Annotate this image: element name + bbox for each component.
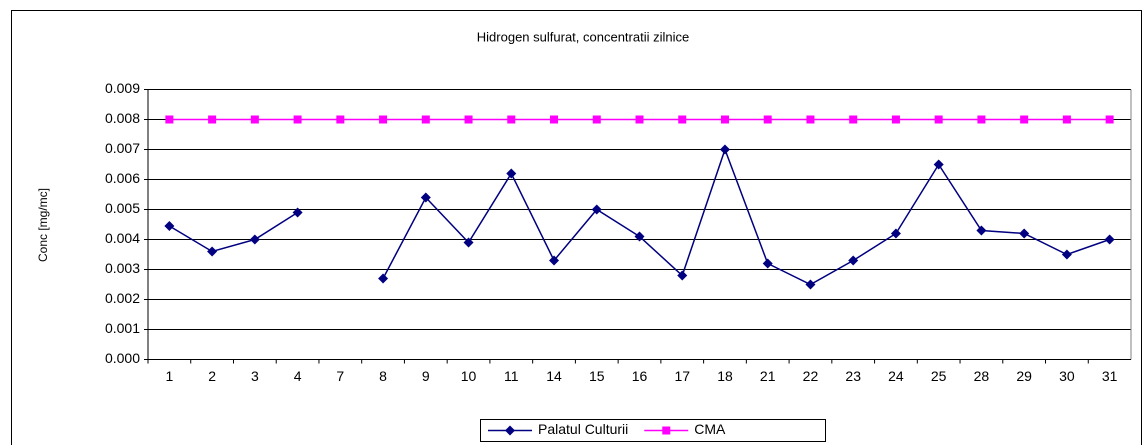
x-tick-label: 16 — [632, 368, 648, 384]
chart-frame — [11, 10, 1142, 445]
data-point — [849, 115, 858, 124]
data-point — [1105, 115, 1114, 124]
legend-marker — [505, 425, 515, 436]
data-point — [1104, 234, 1115, 245]
x-tick-label: 11 — [504, 368, 519, 384]
x-tick-label: 8 — [379, 368, 387, 384]
y-tick-label: 0.008 — [105, 110, 140, 126]
x-tick-label: 22 — [803, 368, 819, 384]
y-tick-label: 0.001 — [105, 320, 140, 336]
data-point — [719, 144, 730, 155]
data-point — [208, 115, 217, 124]
series-line — [168, 211, 298, 253]
x-tick-label: 24 — [888, 368, 904, 384]
data-point — [634, 231, 645, 242]
x-tick-label: 29 — [1016, 368, 1032, 384]
x-tick-label: 9 — [422, 368, 430, 384]
x-tick-label: 23 — [845, 368, 861, 384]
data-point — [591, 204, 602, 215]
data-point — [1020, 115, 1029, 124]
data-point — [420, 192, 431, 203]
data-point — [336, 115, 345, 124]
data-point — [890, 228, 901, 239]
data-point — [165, 115, 174, 124]
x-tick-label: 18 — [717, 368, 733, 384]
data-point — [550, 115, 559, 124]
data-point — [292, 207, 303, 218]
data-point — [507, 115, 516, 124]
data-point — [934, 115, 943, 124]
x-tick-label: 3 — [251, 368, 259, 384]
series-line — [382, 147, 1110, 286]
y-tick-label: 0.007 — [105, 140, 140, 156]
data-point — [379, 115, 388, 124]
x-tick-label: 1 — [165, 368, 173, 384]
data-point — [506, 168, 517, 179]
y-tick-label: 0.000 — [105, 350, 140, 366]
x-tick-label: 31 — [1102, 368, 1118, 384]
y-tick-label: 0.003 — [105, 260, 140, 276]
x-tick-label: 25 — [931, 368, 947, 384]
data-point — [977, 115, 986, 124]
chart-title: Hidrogen sulfurat, concentratii zilnice — [477, 29, 689, 44]
data-point — [1019, 228, 1030, 239]
x-tick-label: 10 — [461, 368, 477, 384]
x-tick-label: 7 — [336, 368, 344, 384]
data-point — [1061, 249, 1072, 260]
data-point — [293, 115, 302, 124]
data-point — [976, 225, 987, 236]
x-tick-label: 14 — [546, 368, 562, 384]
data-point — [592, 115, 601, 124]
y-tick-label: 0.005 — [105, 200, 140, 216]
x-tick-label: 17 — [674, 368, 690, 384]
legend-label: CMA — [694, 421, 726, 437]
data-point — [463, 237, 474, 248]
data-point — [720, 115, 729, 124]
data-point — [635, 115, 644, 124]
data-point — [891, 115, 900, 124]
y-tick-label: 0.002 — [105, 290, 140, 306]
data-point — [549, 255, 560, 266]
data-point — [805, 279, 816, 290]
data-point — [933, 159, 944, 170]
data-point — [677, 270, 688, 281]
data-point — [678, 115, 687, 124]
data-point — [249, 234, 260, 245]
y-axis-label: Conc [mg/mc] — [36, 188, 50, 262]
data-point — [763, 115, 772, 124]
legend-marker — [662, 426, 671, 435]
y-tick-label: 0.006 — [105, 170, 140, 186]
y-tick-label: 0.009 — [105, 80, 140, 96]
data-point — [421, 115, 430, 124]
data-point — [762, 258, 773, 269]
x-tick-label: 30 — [1059, 368, 1075, 384]
data-point — [848, 255, 859, 266]
x-tick-label: 28 — [974, 368, 990, 384]
data-point — [250, 115, 259, 124]
x-tick-label: 4 — [294, 368, 302, 384]
data-point — [378, 273, 389, 284]
x-tick-label: 21 — [760, 368, 776, 384]
data-point — [1062, 115, 1071, 124]
x-tick-label: 15 — [589, 368, 605, 384]
data-point — [806, 115, 815, 124]
legend-label: Palatul Culturii — [538, 421, 628, 437]
x-tick-label: 2 — [208, 368, 216, 384]
data-point — [207, 246, 218, 257]
y-tick-label: 0.004 — [105, 230, 140, 246]
data-point — [164, 221, 175, 231]
data-point — [464, 115, 473, 124]
